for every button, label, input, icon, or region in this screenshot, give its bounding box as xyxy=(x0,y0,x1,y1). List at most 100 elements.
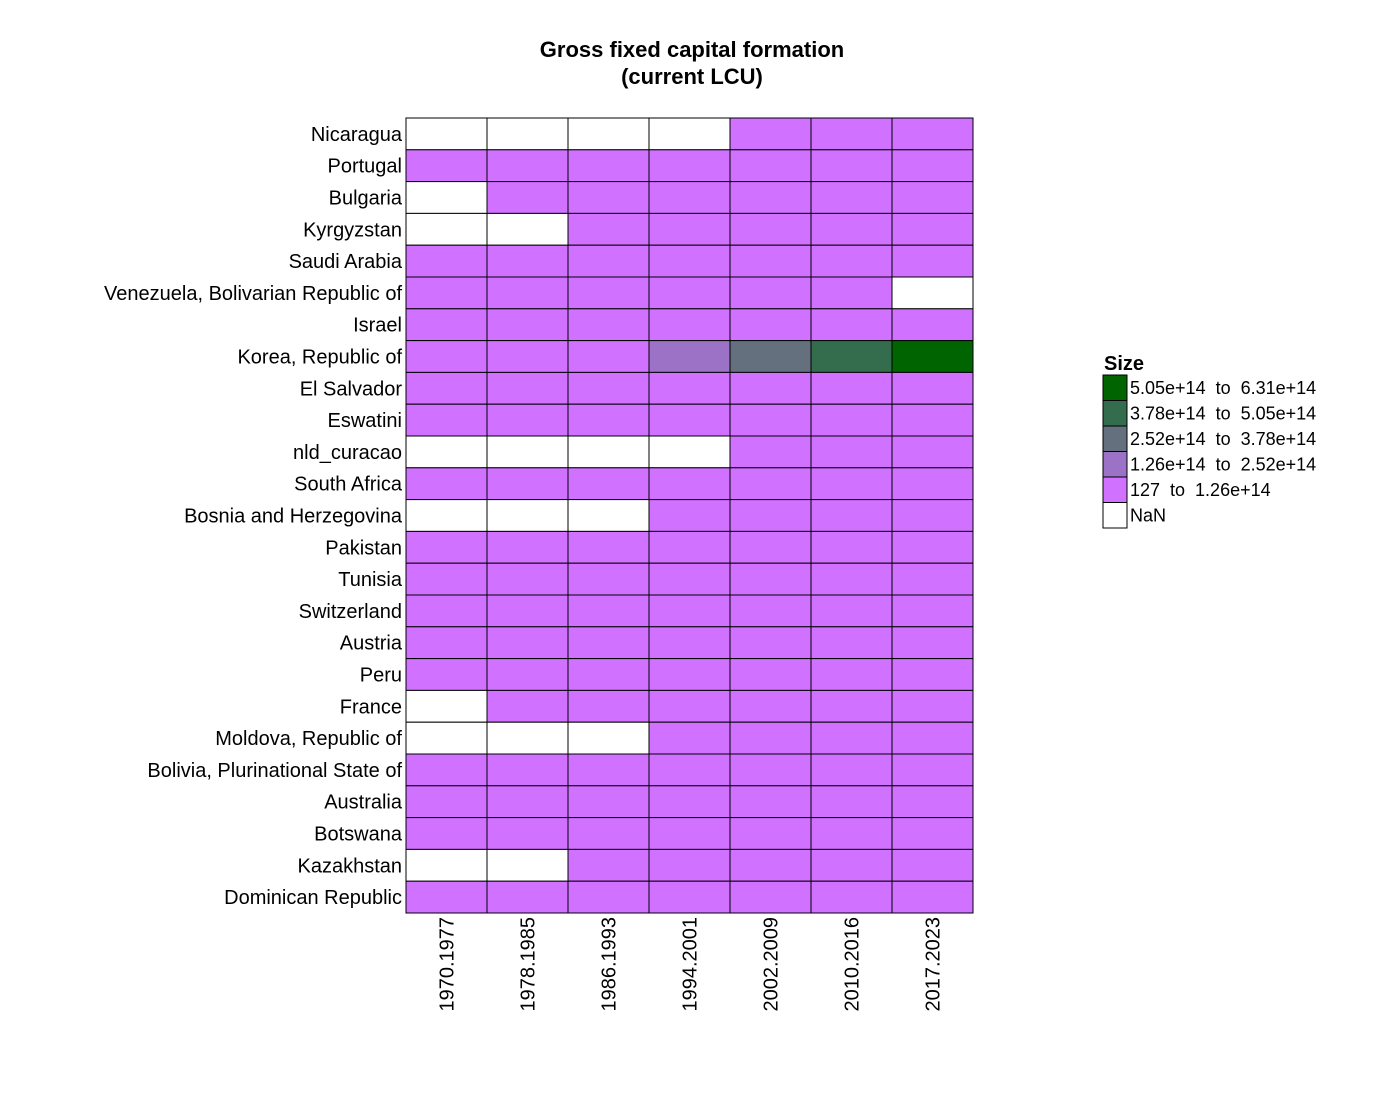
row-label: El Salvador xyxy=(300,378,403,400)
column-label: 1970.1977 xyxy=(437,917,459,1012)
row-label: Kazakhstan xyxy=(297,855,402,877)
heatmap-cell xyxy=(891,117,974,151)
heatmap-cell xyxy=(891,340,974,373)
heatmap-cells xyxy=(405,117,974,914)
row-label: Switzerland xyxy=(299,601,402,623)
heatmap-cell xyxy=(648,371,731,405)
heatmap-cell xyxy=(810,499,893,532)
legend-label: NaN xyxy=(1130,505,1166,525)
heatmap-cell xyxy=(486,499,569,532)
column-label: 2017.2023 xyxy=(923,917,945,1012)
heatmap-cell xyxy=(810,753,893,787)
column-labels: 1970.1977 1978.1985 1986.1993 1994.2001 2002… xyxy=(437,917,945,1012)
heatmap-cell xyxy=(486,594,569,628)
heatmap-cell xyxy=(891,276,974,310)
heatmap-cell xyxy=(567,244,650,278)
heatmap-cell xyxy=(486,626,569,660)
heatmap-cell xyxy=(810,149,893,183)
heatmap-cell xyxy=(486,117,569,151)
heatmap-cell xyxy=(891,308,974,342)
heatmap-cell xyxy=(729,212,812,246)
heatmap-cell xyxy=(405,149,488,183)
heatmap-cell xyxy=(648,499,731,532)
heatmap-cell xyxy=(891,848,974,882)
column-label: 2002.2009 xyxy=(761,917,783,1012)
heatmap-cell xyxy=(567,403,650,437)
heatmap-cell xyxy=(486,181,569,214)
heatmap-cell xyxy=(891,371,974,405)
heatmap-cell xyxy=(729,340,812,373)
heatmap-cell xyxy=(891,212,974,246)
heatmap-cell xyxy=(648,435,731,469)
row-label: Australia xyxy=(324,792,403,814)
heatmap-cell xyxy=(891,244,974,278)
heatmap-cell xyxy=(567,371,650,405)
heatmap-cell xyxy=(486,880,569,914)
heatmap-cell xyxy=(729,435,812,469)
heatmap-cell xyxy=(486,212,569,246)
heatmap-cell xyxy=(486,721,569,755)
heatmap-cell xyxy=(891,626,974,660)
heatmap-cell xyxy=(729,817,812,850)
heatmap-cell xyxy=(486,658,569,691)
heatmap-cell xyxy=(405,371,488,405)
row-label: Dominican Republic xyxy=(224,887,402,909)
legend-label: 127 to 1.26e+14 xyxy=(1130,480,1271,500)
heatmap-cell xyxy=(891,658,974,691)
heatmap-cell xyxy=(891,785,974,819)
heatmap-cell xyxy=(567,880,650,914)
column-label: 2010.2016 xyxy=(842,917,864,1012)
heatmap-cell xyxy=(729,276,812,310)
heatmap-cell xyxy=(405,721,488,755)
heatmap-cell xyxy=(810,562,893,596)
heatmap-cell xyxy=(567,340,650,373)
heatmap-cell xyxy=(405,880,488,914)
heatmap-cell xyxy=(648,562,731,596)
legend-label: 3.78e+14 to 5.05e+14 xyxy=(1130,403,1316,423)
heatmap-cell xyxy=(648,117,731,151)
heatmap-cell xyxy=(648,658,731,691)
heatmap-cell xyxy=(567,721,650,755)
heatmap-cell xyxy=(486,149,569,183)
heatmap-cell xyxy=(486,403,569,437)
heatmap-cell xyxy=(648,753,731,787)
heatmap-cell xyxy=(567,117,650,151)
heatmap-cell xyxy=(486,530,569,564)
row-label: Eswatini xyxy=(328,410,402,432)
heatmap-cell xyxy=(648,403,731,437)
heatmap-cell xyxy=(486,785,569,819)
row-label: Korea, Republic of xyxy=(237,347,402,369)
heatmap-cell xyxy=(567,499,650,532)
heatmap-cell xyxy=(891,467,974,501)
heatmap-cell xyxy=(405,435,488,469)
heatmap-cell xyxy=(405,212,488,246)
legend-label: 1.26e+14 to 2.52e+14 xyxy=(1130,454,1316,474)
heatmap-cell xyxy=(648,467,731,501)
heatmap-cell xyxy=(648,308,731,342)
row-label: Bosnia and Herzegovina xyxy=(184,506,403,528)
heatmap-cell xyxy=(648,880,731,914)
row-label: Botswana xyxy=(314,824,403,846)
heatmap-cell xyxy=(567,562,650,596)
heatmap-cell xyxy=(405,244,488,278)
row-label: Bolivia, Plurinational State of xyxy=(147,760,402,782)
heatmap-cell xyxy=(891,499,974,532)
heatmap-cell xyxy=(891,149,974,183)
heatmap-cell xyxy=(810,880,893,914)
heatmap-cell xyxy=(405,530,488,564)
heatmap-cell xyxy=(567,435,650,469)
legend-swatch xyxy=(1102,425,1128,452)
heatmap-cell xyxy=(405,594,488,628)
legend-label: 5.05e+14 to 6.31e+14 xyxy=(1130,378,1316,398)
legend-swatch xyxy=(1102,451,1128,478)
heatmap-cell xyxy=(567,149,650,183)
heatmap-cell xyxy=(486,435,569,469)
legend-title: Size xyxy=(1104,353,1144,375)
heatmap-cell xyxy=(810,212,893,246)
heatmap-cell xyxy=(567,753,650,787)
heatmap-cell xyxy=(810,785,893,819)
heatmap-cell xyxy=(648,276,731,310)
row-label: nld_curacao xyxy=(293,442,402,464)
heatmap-cell xyxy=(405,276,488,310)
